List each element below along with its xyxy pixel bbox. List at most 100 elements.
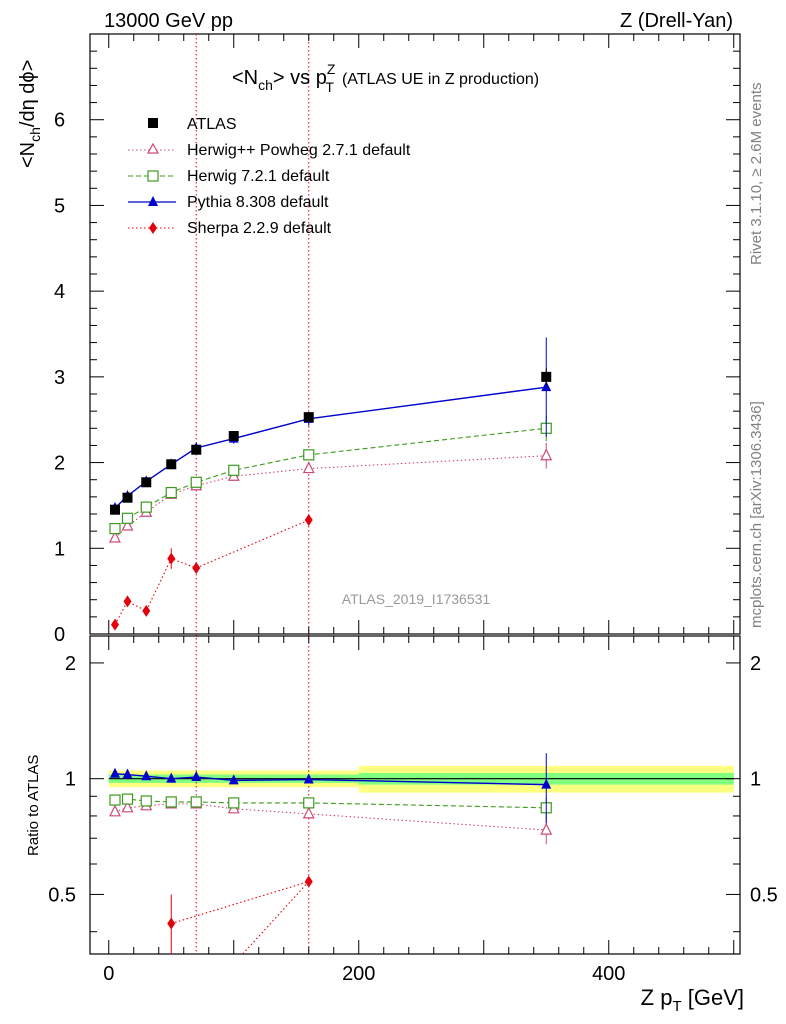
- main-y-tick-label-6: 6: [54, 110, 65, 132]
- data-point-herwigpp-1: [121, 518, 134, 531]
- ratio-point-pythia-3: [166, 772, 177, 783]
- main-y-tick-label-3: 3: [54, 367, 65, 389]
- analysis-watermark: ATLAS_2019_I1736531: [342, 591, 491, 607]
- ratio-y-tick-label-right-1: 1: [750, 769, 761, 791]
- ratio-line-herwigpp: [114, 803, 547, 831]
- data-point-herwig7-1: [121, 512, 134, 524]
- main-y-tick-label-0: 0: [54, 624, 65, 646]
- ratio-panel-frame: [89, 635, 741, 955]
- mcplots-label: mcplots.cern.ch [arXiv:1306.3436]: [748, 401, 765, 628]
- ratio-line-herwig7: [114, 798, 547, 809]
- ratio-y-tick-label-right-0.5: 0.5: [750, 884, 778, 906]
- vertical-reference-lines: [195, 34, 310, 954]
- ratio-point-herwig7-2: [140, 795, 152, 807]
- data-point-atlas-3: [166, 459, 177, 470]
- ratio-series-layer: [109, 753, 553, 954]
- main-y-tick-label-2: 2: [54, 453, 65, 475]
- ratio-point-pythia-2: [141, 770, 152, 781]
- ratio-series-pythia: [110, 753, 552, 824]
- series-line-herwigpp: [114, 455, 547, 539]
- data-point-herwig7-2: [140, 501, 152, 513]
- data-point-pythia-7: [541, 381, 552, 392]
- data-point-herwig7-0: [109, 522, 121, 535]
- data-point-atlas-1: [122, 492, 133, 503]
- series-line-sherpa: [114, 519, 309, 625]
- ratio-point-pythia-0: [110, 767, 120, 778]
- data-point-sherpa-5: [304, 514, 313, 526]
- ratio-y-tick-label-left-0.5: 0.5: [48, 884, 76, 906]
- ratio-series-sherpa: [167, 875, 313, 954]
- svg-text:Pythia 8.308 default: Pythia 8.308 default: [187, 194, 329, 211]
- data-point-sherpa-0: [111, 618, 119, 631]
- legend: ATLAS Herwig++ Powheg 2.7.1 default Herw…: [128, 116, 411, 237]
- ratio-point-herwig7-3: [165, 796, 177, 808]
- main-panel-frame: [89, 33, 741, 635]
- data-point-atlas-4: [191, 444, 202, 455]
- main-y-tick-label-4: 4: [54, 281, 65, 303]
- svg-text:Sherpa 2.2.9 default: Sherpa 2.2.9 default: [187, 220, 332, 237]
- ratio-point-herwigpp-0: [109, 804, 121, 817]
- ratio-point-herwig7-6: [303, 797, 315, 809]
- data-point-sherpa-1: [123, 595, 132, 608]
- data-point-atlas-2: [141, 477, 152, 488]
- data-point-herwig7-5: [228, 464, 240, 476]
- legend-entry-atlas: ATLAS: [148, 116, 237, 133]
- main-series-layer: [109, 337, 553, 631]
- ratio-point-herwig7-1: [121, 793, 134, 805]
- ratio-y-tick-label-left-2: 2: [65, 653, 76, 675]
- ratio-y-axis-label: Ratio to ATLAS: [25, 755, 42, 856]
- ratio-y-tick-label-right-2: 2: [750, 653, 761, 675]
- main-y-axis-label: <Nch/dη dϕ>: [17, 60, 43, 168]
- series-atlas: [110, 368, 552, 515]
- header-collision-energy: 13000 GeV pp: [104, 10, 233, 32]
- ratio-point-pythia-5: [228, 774, 239, 785]
- data-point-herwig7-3: [165, 486, 177, 499]
- series-herwig7: [109, 415, 552, 535]
- series-line-herwig7: [114, 427, 547, 529]
- ratio-point-herwigpp-6: [302, 806, 315, 819]
- plot-title: <Nch> vs pZ T (ATLAS UE in Z production): [232, 61, 539, 95]
- ratio-point-herwig7-0: [109, 794, 121, 806]
- main-y-tick-label-5: 5: [54, 195, 65, 217]
- data-point-atlas-7: [541, 371, 552, 382]
- x-tick-label-0: 0: [103, 963, 114, 985]
- svg-text:Herwig++ Powheg 2.7.1 default: Herwig++ Powheg 2.7.1 default: [187, 142, 411, 159]
- ratio-point-sherpa-0: [167, 917, 176, 930]
- data-point-herwig7-4: [190, 476, 202, 488]
- ratio-point-pythia-4: [191, 771, 202, 782]
- legend-entry-sherpa: Sherpa 2.2.9 default: [128, 220, 332, 237]
- ratio-series-herwig7: [109, 793, 552, 819]
- ratio-point-herwigpp-7: [540, 822, 553, 835]
- ratio-y-tick-label-left-1: 1: [65, 769, 76, 791]
- ratio-point-pythia-1: [122, 768, 133, 779]
- svg-text:ATLAS: ATLAS: [187, 116, 237, 133]
- data-point-herwig7-6: [303, 449, 315, 461]
- data-point-herwigpp-7: [540, 448, 553, 461]
- series-sherpa: [111, 514, 313, 631]
- x-tick-label-200: 200: [342, 963, 375, 985]
- rivet-version-label: Rivet 3.1.10, ≥ 2.6M events: [748, 83, 765, 266]
- data-point-herwigpp-6: [302, 461, 315, 474]
- data-point-sherpa-3: [167, 552, 176, 565]
- svg-text:Herwig 7.2.1 default: Herwig 7.2.1 default: [187, 168, 330, 185]
- ratio-point-herwig7-5: [228, 797, 240, 809]
- ratio-point-pythia-7: [541, 778, 552, 789]
- main-y-tick-label-1: 1: [54, 538, 65, 560]
- x-tick-label-400: 400: [592, 963, 625, 985]
- data-point-atlas-6: [303, 412, 314, 423]
- x-axis-label: Z pT [GeV]: [641, 985, 744, 1015]
- header-process: Z (Drell-Yan): [620, 10, 733, 32]
- ratio-line-sherpa: [171, 880, 311, 954]
- ratio-point-sherpa-1: [304, 875, 313, 888]
- series-pythia: [110, 337, 552, 512]
- legend-entry-herwigpp: Herwig++ Powheg 2.7.1 default: [128, 142, 411, 159]
- legend-entry-pythia: Pythia 8.308 default: [128, 194, 329, 211]
- legend-entry-herwig7: Herwig 7.2.1 default: [128, 168, 330, 185]
- data-point-atlas-5: [228, 431, 239, 441]
- ratio-uncertainty-band: [108, 765, 734, 793]
- ratio-point-herwigpp-1: [121, 800, 134, 813]
- data-point-sherpa-4: [192, 562, 201, 574]
- ratio-point-pythia-6: [303, 773, 314, 784]
